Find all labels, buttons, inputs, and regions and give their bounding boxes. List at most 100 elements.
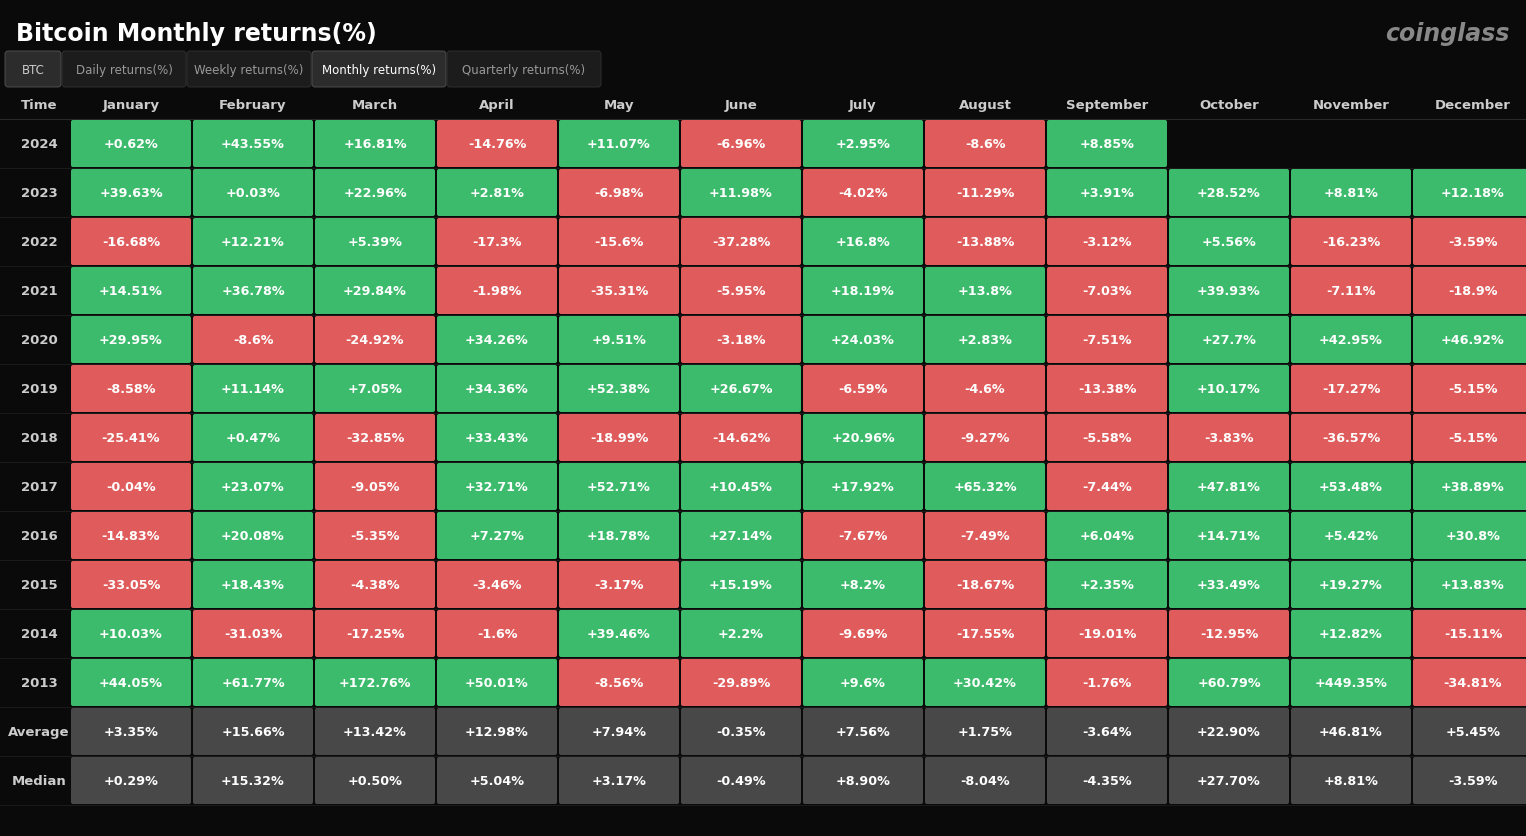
- FancyBboxPatch shape: [559, 121, 679, 168]
- Text: +5.45%: +5.45%: [1445, 725, 1500, 738]
- Text: Daily returns(%): Daily returns(%): [76, 64, 172, 76]
- Text: +46.81%: +46.81%: [1318, 725, 1383, 738]
- FancyBboxPatch shape: [192, 708, 313, 755]
- Text: Quarterly returns(%): Quarterly returns(%): [462, 64, 586, 76]
- Text: +52.38%: +52.38%: [588, 383, 652, 395]
- FancyBboxPatch shape: [681, 219, 801, 266]
- Text: +11.98%: +11.98%: [710, 186, 772, 200]
- FancyBboxPatch shape: [1047, 365, 1167, 412]
- Text: -24.92%: -24.92%: [346, 334, 404, 347]
- Text: -37.28%: -37.28%: [711, 236, 771, 248]
- FancyBboxPatch shape: [925, 219, 1045, 266]
- Text: +7.05%: +7.05%: [348, 383, 403, 395]
- Text: +16.8%: +16.8%: [836, 236, 890, 248]
- FancyBboxPatch shape: [192, 415, 313, 461]
- Text: -16.23%: -16.23%: [1322, 236, 1380, 248]
- FancyBboxPatch shape: [314, 660, 435, 706]
- Text: -5.15%: -5.15%: [1448, 431, 1497, 445]
- Text: -5.35%: -5.35%: [351, 529, 400, 543]
- FancyBboxPatch shape: [681, 365, 801, 412]
- Text: +38.89%: +38.89%: [1441, 481, 1505, 493]
- Text: +3.35%: +3.35%: [104, 725, 159, 738]
- Text: -3.12%: -3.12%: [1082, 236, 1132, 248]
- FancyBboxPatch shape: [681, 561, 801, 609]
- FancyBboxPatch shape: [314, 463, 435, 511]
- FancyBboxPatch shape: [436, 660, 557, 706]
- FancyBboxPatch shape: [1047, 660, 1167, 706]
- FancyBboxPatch shape: [1413, 708, 1526, 755]
- Text: +16.81%: +16.81%: [343, 138, 407, 150]
- Text: +8.85%: +8.85%: [1079, 138, 1134, 150]
- Text: +53.48%: +53.48%: [1318, 481, 1383, 493]
- FancyBboxPatch shape: [803, 170, 923, 217]
- Text: -5.15%: -5.15%: [1448, 383, 1497, 395]
- FancyBboxPatch shape: [559, 660, 679, 706]
- FancyBboxPatch shape: [314, 512, 435, 559]
- Text: -14.83%: -14.83%: [102, 529, 160, 543]
- FancyBboxPatch shape: [1169, 561, 1289, 609]
- FancyBboxPatch shape: [559, 561, 679, 609]
- Text: -7.03%: -7.03%: [1082, 285, 1132, 298]
- FancyBboxPatch shape: [436, 121, 557, 168]
- Text: +39.63%: +39.63%: [99, 186, 163, 200]
- FancyBboxPatch shape: [314, 561, 435, 609]
- Text: -18.9%: -18.9%: [1448, 285, 1497, 298]
- Text: -36.57%: -36.57%: [1322, 431, 1380, 445]
- Text: +36.78%: +36.78%: [221, 285, 285, 298]
- Text: +13.42%: +13.42%: [343, 725, 407, 738]
- Text: -13.88%: -13.88%: [955, 236, 1015, 248]
- Text: +5.56%: +5.56%: [1201, 236, 1256, 248]
- FancyBboxPatch shape: [314, 170, 435, 217]
- FancyBboxPatch shape: [1291, 708, 1412, 755]
- Text: +1.75%: +1.75%: [957, 725, 1012, 738]
- FancyBboxPatch shape: [559, 365, 679, 412]
- FancyBboxPatch shape: [436, 268, 557, 314]
- FancyBboxPatch shape: [447, 52, 601, 88]
- FancyBboxPatch shape: [803, 463, 923, 511]
- Text: October: October: [1199, 99, 1259, 111]
- Text: +47.81%: +47.81%: [1196, 481, 1260, 493]
- Text: +7.94%: +7.94%: [592, 725, 647, 738]
- FancyBboxPatch shape: [1413, 660, 1526, 706]
- FancyBboxPatch shape: [681, 708, 801, 755]
- Text: -1.98%: -1.98%: [472, 285, 522, 298]
- FancyBboxPatch shape: [559, 170, 679, 217]
- Text: -0.04%: -0.04%: [107, 481, 156, 493]
- Text: +8.81%: +8.81%: [1323, 186, 1378, 200]
- FancyBboxPatch shape: [681, 415, 801, 461]
- FancyBboxPatch shape: [1413, 365, 1526, 412]
- Text: Monthly returns(%): Monthly returns(%): [322, 64, 436, 76]
- Text: -7.44%: -7.44%: [1082, 481, 1132, 493]
- Text: +39.46%: +39.46%: [588, 627, 652, 640]
- FancyBboxPatch shape: [925, 415, 1045, 461]
- Text: -25.41%: -25.41%: [102, 431, 160, 445]
- Text: +5.04%: +5.04%: [470, 774, 525, 787]
- Text: +30.42%: +30.42%: [954, 676, 1016, 689]
- FancyBboxPatch shape: [1413, 219, 1526, 266]
- Text: Average: Average: [8, 725, 70, 738]
- Text: -1.6%: -1.6%: [476, 627, 517, 640]
- Text: -5.95%: -5.95%: [716, 285, 766, 298]
- Text: -4.38%: -4.38%: [349, 579, 400, 591]
- FancyBboxPatch shape: [559, 268, 679, 314]
- FancyBboxPatch shape: [559, 219, 679, 266]
- FancyBboxPatch shape: [925, 268, 1045, 314]
- FancyBboxPatch shape: [1047, 463, 1167, 511]
- Text: +52.71%: +52.71%: [588, 481, 652, 493]
- Text: +44.05%: +44.05%: [99, 676, 163, 689]
- FancyBboxPatch shape: [1291, 415, 1412, 461]
- FancyBboxPatch shape: [681, 757, 801, 804]
- Text: +24.03%: +24.03%: [832, 334, 894, 347]
- Text: +8.90%: +8.90%: [836, 774, 891, 787]
- FancyBboxPatch shape: [72, 365, 191, 412]
- Text: 2017: 2017: [21, 481, 58, 493]
- Text: -0.49%: -0.49%: [716, 774, 766, 787]
- FancyBboxPatch shape: [681, 463, 801, 511]
- FancyBboxPatch shape: [436, 317, 557, 364]
- FancyBboxPatch shape: [72, 660, 191, 706]
- Text: +12.21%: +12.21%: [221, 236, 285, 248]
- Text: +10.45%: +10.45%: [710, 481, 774, 493]
- Text: +39.93%: +39.93%: [1196, 285, 1260, 298]
- FancyBboxPatch shape: [436, 365, 557, 412]
- FancyBboxPatch shape: [72, 121, 191, 168]
